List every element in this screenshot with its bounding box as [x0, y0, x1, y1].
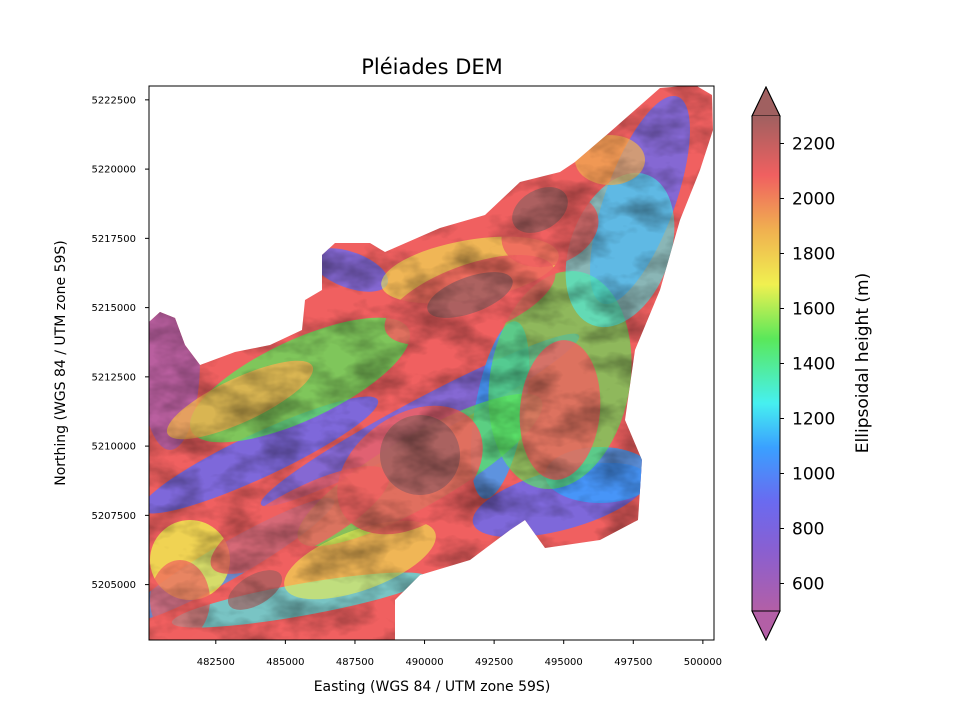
y-tick-label: 5220000 [91, 165, 136, 176]
colorbar-tick-label: 600 [792, 575, 824, 595]
x-tick-label: 487500 [336, 657, 374, 668]
colorbar-tick-label: 1200 [792, 410, 835, 430]
x-tick-label: 482500 [197, 657, 235, 668]
x-tick-label: 485000 [266, 657, 304, 668]
colorbar-tick-label: 1600 [792, 300, 835, 320]
colorbar-tick-label: 1400 [792, 355, 835, 375]
dem-raster [149, 86, 713, 640]
plot-frame [148, 85, 715, 641]
colorbar-tick-label: 2200 [792, 135, 835, 155]
chart-title: Pléiades DEM [361, 55, 503, 79]
colorbar-body [752, 116, 780, 611]
colorbar-tick-label: 1800 [792, 245, 835, 265]
colorbar-extend-top [751, 85, 781, 117]
x-tick-label: 495000 [545, 657, 583, 668]
y-tick-label: 5212500 [91, 372, 136, 383]
hillshade [149, 86, 713, 640]
x-tick-label: 497500 [614, 657, 652, 668]
x-tick-label: 500000 [684, 657, 722, 668]
x-axis-label: Easting (WGS 84 / UTM zone 59S) [314, 679, 551, 695]
y-tick-label: 5205000 [91, 580, 136, 591]
y-axis-label: Northing (WGS 84 / UTM zone 59S) [53, 240, 69, 486]
y-tick-label: 5222500 [91, 95, 136, 106]
colorbar-tick-label: 1000 [792, 465, 835, 485]
y-axis: 5205000 5207500 5210000 5212500 5215000 52175… [91, 95, 149, 591]
colorbar-tick-label: 2000 [792, 190, 835, 210]
y-tick-label: 5217500 [91, 234, 136, 245]
x-tick-label: 490000 [405, 657, 443, 668]
colorbar-extend-bottom [751, 610, 781, 642]
y-tick-label: 5210000 [91, 442, 136, 453]
x-axis: 482500 485000 487500 490000 492500 495000 4975… [197, 640, 722, 668]
colorbar-tick-label: 800 [792, 520, 824, 540]
colorbar-label: Ellipsoidal height (m) [853, 273, 873, 453]
x-tick-label: 492500 [475, 657, 513, 668]
colorbar-outline [751, 85, 781, 642]
y-tick-label: 5207500 [91, 511, 136, 522]
colorbar: 600 800 1000 1200 1400 1600 1800 2000 2200 Ellip… [751, 85, 873, 642]
y-tick-label: 5215000 [91, 303, 136, 314]
